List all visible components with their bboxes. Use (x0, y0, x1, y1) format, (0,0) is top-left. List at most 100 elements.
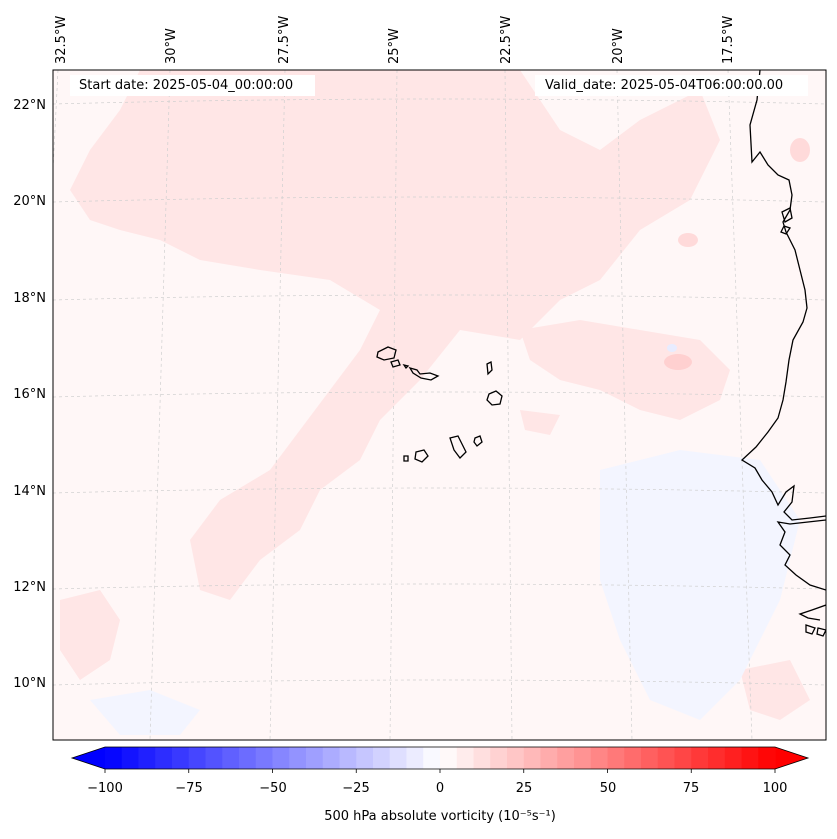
colorbar-segment (657, 747, 676, 769)
vorticity-positive-region (70, 70, 720, 600)
parallel-20n (53, 196, 826, 203)
island-sao-vicente (390, 359, 401, 368)
island-sao-nicolau (408, 366, 440, 381)
meridian-17-5w (727, 70, 753, 740)
lat-label-14n: 14°N (13, 484, 46, 499)
colorbar-segment (607, 747, 625, 769)
colorbar-segment (590, 747, 609, 769)
colorbar-segment (674, 747, 692, 769)
vorticity-positive-region (740, 660, 810, 720)
vorticity-positive-region (520, 320, 730, 420)
colorbar-segment (389, 747, 408, 769)
colorbar-tick-label: −100 (87, 781, 123, 796)
colorbar-segment (339, 747, 357, 769)
island-santo-antao (376, 346, 397, 361)
colorbar-segment (306, 747, 324, 769)
start-date-box (70, 75, 315, 96)
colorbar-tick-label: −50 (259, 781, 287, 796)
coastlines (376, 70, 826, 637)
colorbar-tick-label: −75 (175, 781, 203, 796)
colorbar-tick-label: 50 (599, 781, 617, 796)
vorticity-minimum (667, 344, 677, 352)
colorbar-segment (523, 747, 542, 769)
colorbar-segment (373, 747, 391, 769)
vorticity-positive-region (300, 200, 540, 310)
vorticity-positive-region (60, 590, 120, 680)
colorbar-segment (440, 747, 458, 769)
lat-label-12n: 12°N (13, 580, 46, 595)
island-santa-luzia (402, 363, 410, 370)
island-brava (403, 455, 409, 462)
parallel-12n (53, 583, 826, 590)
island-fogo (414, 449, 429, 463)
colorbar-segment (406, 747, 424, 769)
vorticity-negative-region (600, 450, 800, 720)
meridian-32-5w (53, 70, 59, 171)
colorbar-segment (188, 747, 207, 769)
lon-label-22-5w: 22.5°W (499, 15, 514, 64)
lon-label-25w: 25°W (387, 28, 402, 64)
africa-coastline (798, 604, 826, 621)
meridian-27-5w (269, 70, 286, 740)
africa-coastline (740, 70, 826, 521)
colorbar-tick-label: 100 (762, 781, 788, 796)
vorticity-positive-region (140, 100, 240, 170)
colorbar-tick-label: 25 (515, 781, 533, 796)
colorbar-segment (138, 747, 156, 769)
colorbar-segment (574, 747, 592, 769)
meridian-20w (616, 70, 633, 740)
graticule (53, 70, 826, 740)
lat-label-20n: 20°N (13, 194, 46, 209)
vorticity-negative-region (90, 690, 200, 735)
colorbar-segment (473, 747, 491, 769)
meridian-22-5w (504, 70, 513, 740)
meridian-30w (149, 70, 171, 740)
lon-label-27-5w: 27.5°W (277, 15, 292, 64)
colorbar-segment (272, 747, 290, 769)
africa-coastline (776, 519, 826, 591)
colorbar-segment (356, 747, 374, 769)
lon-label-30w: 30°W (164, 28, 179, 64)
gulf-of-arguin-island (780, 207, 793, 235)
colorbar-segment (239, 747, 257, 769)
colorbar-segment (205, 747, 223, 769)
start-date-label: Start date: 2025-05-04_00:00:00 (79, 78, 294, 93)
valid-date-label: Valid_date: 2025-05-04T06:00:00.00 (545, 78, 784, 93)
colorbar-segment (741, 747, 759, 769)
colorbar-label: 500 hPa absolute vorticity (10⁻⁵s⁻¹) (324, 809, 556, 824)
colorbar (70, 746, 810, 773)
colorbar-segment (641, 747, 659, 769)
colorbar-segment (758, 747, 776, 769)
parallel-22n (53, 98, 826, 105)
lon-label-32-5w: 32.5°W (54, 15, 69, 64)
colorbar-segment (691, 747, 709, 769)
colorbar-segment (540, 747, 558, 769)
parallel-16n (53, 391, 826, 398)
vorticity-maximum (790, 138, 810, 162)
colorbar-tick-label: −25 (342, 781, 370, 796)
map-frame (52, 69, 827, 741)
island-boa-vista (486, 390, 503, 406)
colorbar-segment (490, 747, 508, 769)
parallel-18n (53, 294, 826, 301)
colorbar-segment (121, 747, 140, 769)
colorbar-segment (155, 747, 173, 769)
colorbar-extend-high (775, 747, 808, 769)
colorbar-segment (322, 747, 341, 769)
lat-label-18n: 18°N (13, 291, 46, 306)
lat-label-22n: 22°N (13, 98, 46, 113)
colorbar-segment (708, 747, 726, 769)
valid-date-box (535, 75, 808, 96)
vorticity-maximum (678, 233, 698, 247)
colorbar-segment (724, 747, 743, 769)
colorbar-segment (507, 747, 525, 769)
colorbar-segment (255, 747, 274, 769)
parallel-14n (53, 487, 826, 494)
lon-label-17-5w: 17.5°W (721, 15, 736, 64)
colorbar-segment (289, 747, 307, 769)
colorbar-segment (105, 747, 123, 769)
colorbar-segment (557, 747, 575, 769)
colorbar-segment (172, 747, 190, 769)
vorticity-field (60, 70, 810, 735)
island-maio (473, 435, 483, 447)
